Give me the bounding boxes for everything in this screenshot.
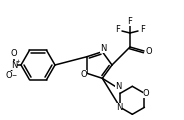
Text: O: O: [80, 70, 87, 79]
Text: O: O: [6, 71, 12, 79]
Text: F: F: [128, 17, 132, 26]
Text: +: +: [15, 59, 20, 64]
Text: −: −: [11, 72, 17, 78]
Text: O: O: [143, 89, 149, 98]
Text: F: F: [115, 26, 120, 35]
Text: O: O: [11, 49, 17, 59]
Text: N: N: [11, 60, 17, 69]
Text: N: N: [100, 44, 107, 53]
Text: N: N: [116, 103, 122, 112]
Text: F: F: [140, 26, 145, 35]
Text: O: O: [146, 46, 152, 55]
Text: N: N: [115, 82, 121, 91]
